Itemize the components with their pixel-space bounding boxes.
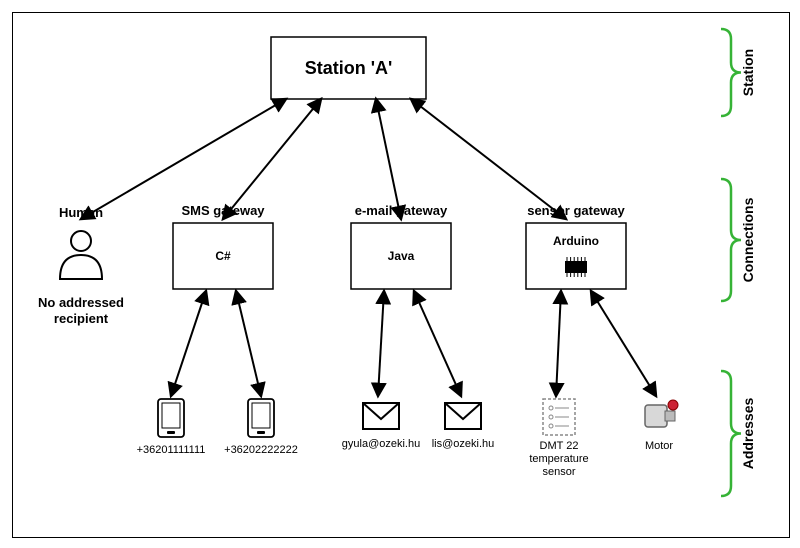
sensor-gateway-title: sensor gateway bbox=[527, 203, 625, 218]
station-label: Station 'A' bbox=[305, 58, 393, 78]
edge-station-email bbox=[376, 99, 401, 219]
motor-icon bbox=[645, 405, 667, 427]
human-icon-head bbox=[71, 231, 91, 251]
human-icon-body bbox=[60, 255, 102, 279]
envelope-icon bbox=[363, 403, 399, 419]
edge-station-human bbox=[81, 99, 286, 219]
section-label: Station bbox=[740, 49, 756, 96]
section-brace bbox=[721, 371, 741, 496]
sensor-gateway-box bbox=[526, 223, 626, 289]
email-gateway-title: e-mail gateway bbox=[355, 203, 448, 218]
human-title: Human bbox=[59, 205, 103, 220]
diagram-frame: Station 'A' Human No addressedrecipient SMS… bbox=[12, 12, 790, 538]
edge-sensor-dmt bbox=[556, 291, 561, 396]
motor-icon bbox=[668, 400, 678, 410]
phone-label-1: +36202222222 bbox=[224, 444, 298, 456]
chip-icon bbox=[565, 261, 587, 273]
device-label-0: DMT 22temperaturesensor bbox=[529, 440, 588, 478]
section-brace bbox=[721, 29, 741, 116]
human-sub: No addressedrecipient bbox=[38, 295, 124, 326]
email-label-1: lis@ozeki.hu bbox=[432, 438, 495, 450]
device-label-1: Motor bbox=[645, 440, 673, 452]
section-label: Connections bbox=[740, 197, 756, 282]
sms-gateway-title: SMS gateway bbox=[181, 203, 265, 218]
sensor-icon bbox=[549, 406, 553, 410]
section-label: Addresses bbox=[740, 397, 756, 469]
edge-email-email1 bbox=[378, 291, 384, 396]
sensor-icon bbox=[549, 424, 553, 428]
edge-sensor-motor bbox=[591, 291, 656, 396]
sensor-icon bbox=[549, 415, 553, 419]
edge-email-email2 bbox=[414, 291, 461, 396]
diagram-canvas: Station 'A' Human No addressedrecipient SMS… bbox=[13, 13, 789, 537]
envelope-icon bbox=[445, 403, 481, 419]
edge-sms-phone2 bbox=[236, 291, 261, 396]
email-label-0: gyula@ozeki.hu bbox=[342, 438, 420, 450]
sensor-gateway-box-label: Arduino bbox=[553, 234, 599, 248]
section-brace bbox=[721, 179, 741, 301]
phone-icon bbox=[167, 431, 175, 434]
phone-label-0: +36201111111 bbox=[137, 444, 206, 456]
motor-icon bbox=[665, 411, 675, 421]
email-gateway-box-label: Java bbox=[388, 249, 415, 263]
phone-icon bbox=[257, 431, 265, 434]
edge-station-sms bbox=[223, 99, 321, 219]
phone-icon bbox=[162, 403, 180, 428]
phone-icon bbox=[252, 403, 270, 428]
edge-station-sensor bbox=[411, 99, 566, 219]
sms-gateway-box-label: C# bbox=[215, 249, 231, 263]
edge-sms-phone1 bbox=[171, 291, 206, 396]
